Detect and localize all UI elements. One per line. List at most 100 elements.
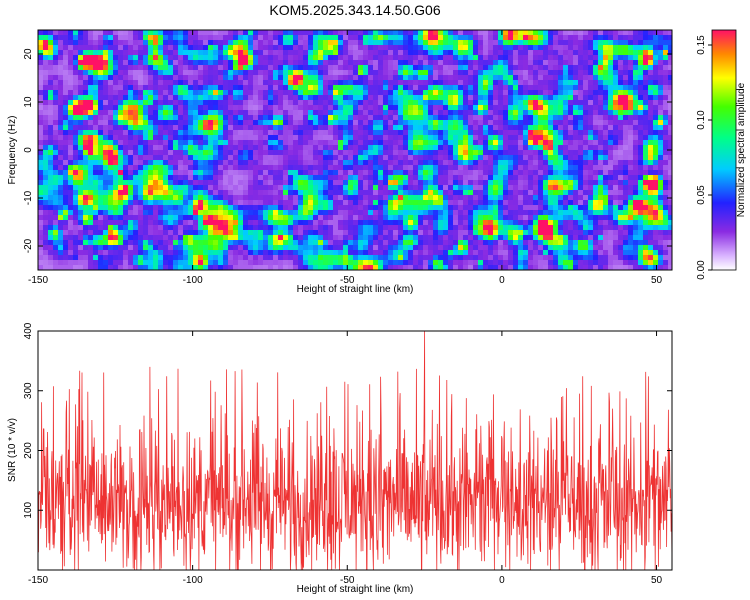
heatmap-cell bbox=[118, 165, 124, 171]
heatmap-cell bbox=[558, 155, 564, 161]
heatmap-cell bbox=[138, 45, 144, 51]
heatmap-cell bbox=[298, 135, 304, 141]
heatmap-cell bbox=[448, 65, 454, 71]
heatmap-cell bbox=[248, 45, 254, 51]
heatmap-cell bbox=[508, 175, 514, 181]
heatmap-cell bbox=[648, 140, 654, 146]
heatmap-cell bbox=[238, 220, 244, 226]
heatmap-cell bbox=[138, 125, 144, 131]
heatmap-cell bbox=[238, 75, 244, 81]
heatmap-cell bbox=[348, 65, 354, 71]
heatmap-cell bbox=[278, 100, 284, 106]
heatmap-cell bbox=[483, 125, 489, 131]
heatmap-cell bbox=[413, 90, 419, 96]
heatmap-cell bbox=[663, 85, 669, 91]
heatmap-cell bbox=[343, 180, 349, 186]
heatmap-cell bbox=[473, 95, 479, 101]
heatmap-cell bbox=[528, 30, 534, 36]
heatmap-cell bbox=[338, 135, 344, 141]
heatmap-cell bbox=[338, 35, 344, 41]
heatmap-cell bbox=[378, 70, 384, 76]
heatmap-cell bbox=[663, 145, 669, 151]
heatmap-cell bbox=[93, 45, 99, 51]
heatmap-cell bbox=[113, 150, 119, 156]
heatmap-cell bbox=[593, 95, 599, 101]
heatmap-cell bbox=[523, 220, 529, 226]
heatmap-cell bbox=[458, 120, 464, 126]
heatmap-cell bbox=[268, 205, 274, 211]
heatmap-cell bbox=[73, 45, 79, 51]
heatmap-cell bbox=[338, 215, 344, 221]
heatmap-cell bbox=[38, 215, 44, 221]
heatmap-cell bbox=[133, 75, 139, 81]
heatmap-cell bbox=[63, 30, 69, 36]
heatmap-cell bbox=[413, 95, 419, 101]
heatmap-cell bbox=[618, 85, 624, 91]
heatmap-cell bbox=[468, 140, 474, 146]
heatmap-cell bbox=[168, 80, 174, 86]
heatmap-cell bbox=[193, 215, 199, 221]
heatmap-cell bbox=[438, 95, 444, 101]
heatmap-cell bbox=[238, 150, 244, 156]
heatmap-cell bbox=[528, 200, 534, 206]
heatmap-cell bbox=[528, 150, 534, 156]
heatmap-cell bbox=[568, 220, 574, 226]
heatmap-cell bbox=[233, 135, 239, 141]
heatmap-cell bbox=[333, 205, 339, 211]
heatmap-cell bbox=[293, 95, 299, 101]
heatmap-cell bbox=[213, 40, 219, 46]
heatmap-cell bbox=[98, 65, 104, 71]
heatmap-cell bbox=[148, 140, 154, 146]
heatmap-cell bbox=[373, 170, 379, 176]
heatmap-cell bbox=[433, 65, 439, 71]
heatmap-cell bbox=[53, 55, 59, 61]
heatmap-cell bbox=[68, 160, 74, 166]
heatmap-cell bbox=[548, 220, 554, 226]
heatmap-cell bbox=[398, 200, 404, 206]
heatmap-cell bbox=[253, 195, 259, 201]
heatmap-cell bbox=[73, 115, 79, 121]
heatmap-cell bbox=[428, 80, 434, 86]
heatmap-cell bbox=[48, 80, 54, 86]
heatmap-cell bbox=[658, 210, 664, 216]
heatmap-cell bbox=[328, 185, 334, 191]
heatmap-cell bbox=[448, 210, 454, 216]
heatmap-cell bbox=[168, 90, 174, 96]
heatmap-cell bbox=[543, 205, 549, 211]
heatmap-cell bbox=[638, 175, 644, 181]
heatmap-cell bbox=[373, 180, 379, 186]
heatmap-cell bbox=[238, 185, 244, 191]
heatmap-cell bbox=[193, 160, 199, 166]
heatmap-cell bbox=[628, 205, 634, 211]
heatmap-cell bbox=[78, 90, 84, 96]
heatmap-cell bbox=[173, 75, 179, 81]
heatmap-cell bbox=[613, 55, 619, 61]
heatmap-cell bbox=[388, 70, 394, 76]
heatmap-cell bbox=[323, 75, 329, 81]
heatmap-cell bbox=[218, 190, 224, 196]
heatmap-cell bbox=[638, 120, 644, 126]
heatmap-cell bbox=[288, 165, 294, 171]
heatmap-cell bbox=[608, 180, 614, 186]
heatmap-cell bbox=[228, 75, 234, 81]
heatmap-cell bbox=[383, 100, 389, 106]
heatmap-cell bbox=[218, 85, 224, 91]
heatmap-cell bbox=[333, 200, 339, 206]
heatmap-cell bbox=[113, 155, 119, 161]
heatmap-cell bbox=[293, 135, 299, 141]
heatmap-cell bbox=[548, 200, 554, 206]
heatmap-cell bbox=[478, 150, 484, 156]
heatmap-cell bbox=[388, 60, 394, 66]
heatmap-cell bbox=[358, 80, 364, 86]
heatmap-cell bbox=[443, 180, 449, 186]
heatmap-cell bbox=[153, 75, 159, 81]
heatmap-cell bbox=[313, 70, 319, 76]
heatmap-cell bbox=[453, 95, 459, 101]
heatmap-cell bbox=[473, 210, 479, 216]
heatmap-cell bbox=[153, 215, 159, 221]
heatmap-cell bbox=[88, 165, 94, 171]
heatmap-cell bbox=[448, 40, 454, 46]
heatmap-cell bbox=[418, 140, 424, 146]
heatmap-cell bbox=[348, 95, 354, 101]
heatmap-cell bbox=[103, 115, 109, 121]
